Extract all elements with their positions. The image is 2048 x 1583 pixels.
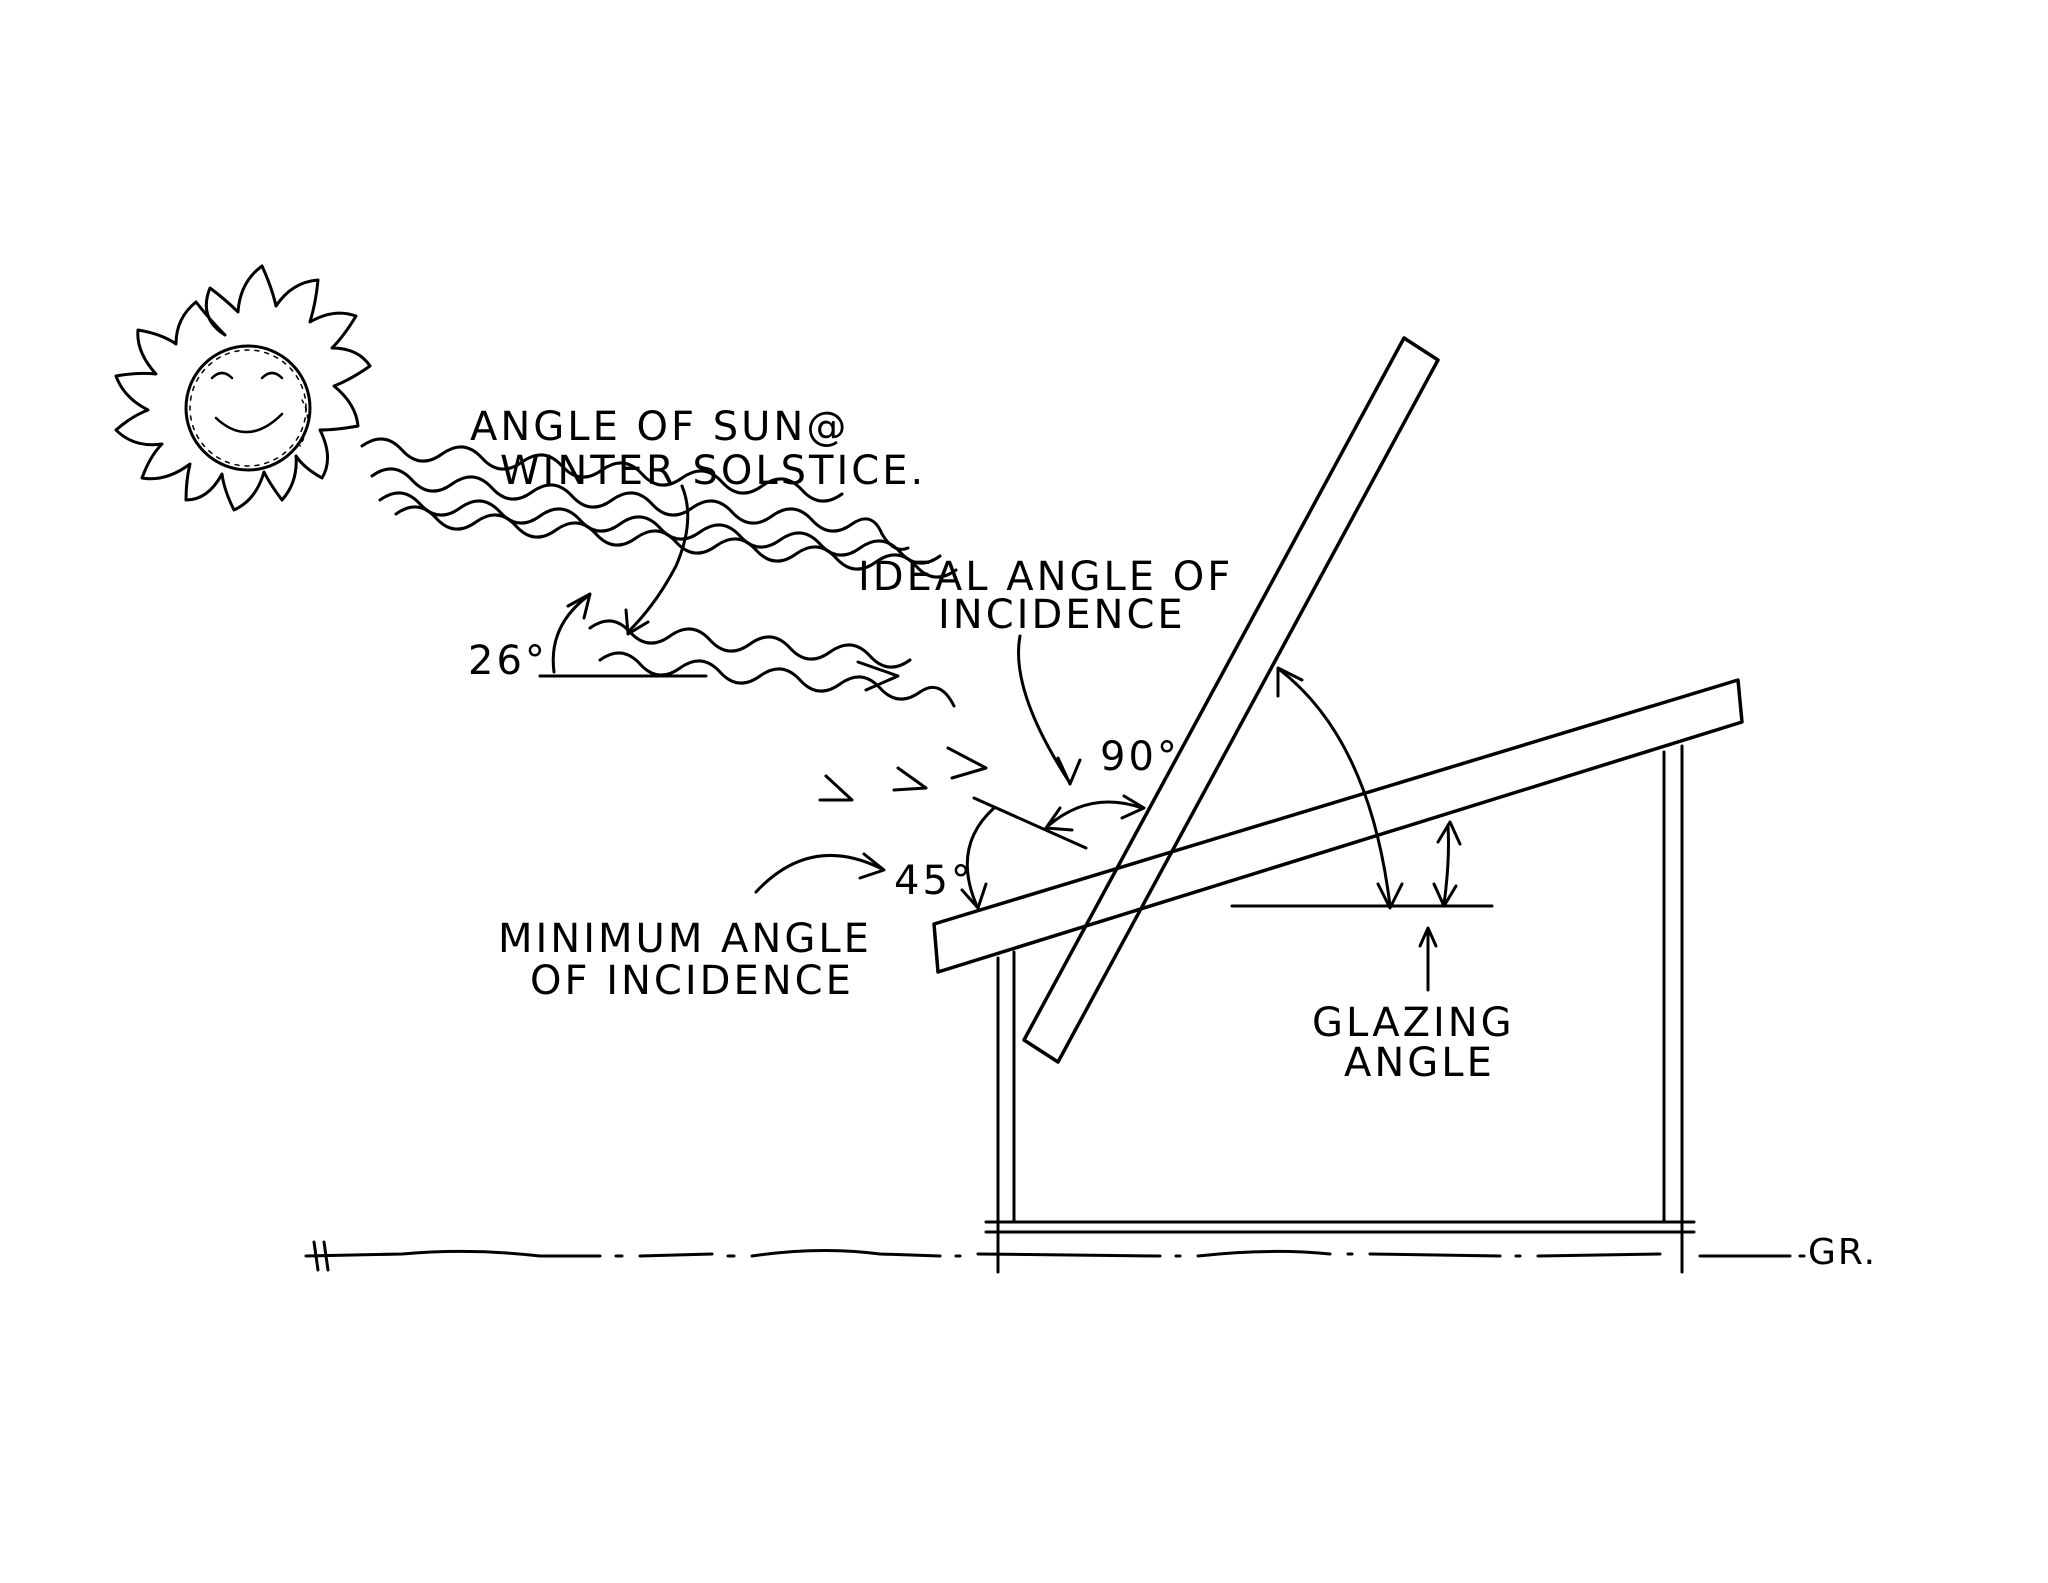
sun-angle-indicator: 26° <box>468 484 708 684</box>
ground-tick-2 <box>322 1240 330 1272</box>
ideal-angle-label-line1: IDEAL ANGLE OF <box>858 554 1233 600</box>
ideal-label-leader <box>1017 634 1070 782</box>
glazing-panel-angle-arrow-bottom <box>1376 882 1404 910</box>
ray-3 <box>378 491 942 565</box>
glazing-angle-label-line1: GLAZING <box>1312 1000 1515 1046</box>
glazing-angle-label-line2: ANGLE <box>1344 1040 1495 1086</box>
sun-smile <box>214 412 284 434</box>
roof <box>932 678 1744 974</box>
minimum-angle-label-line1: MINIMUM ANGLE <box>498 916 872 962</box>
ideal-angle-arrow-left <box>1044 806 1074 832</box>
minimum-angle-value: 45° <box>894 858 974 904</box>
sun-eye-left <box>210 371 234 380</box>
ideal-angle-indicator: 90° <box>1017 634 1180 832</box>
minimum-angle-arrow <box>960 882 988 910</box>
sun-angle-value: 26° <box>468 638 548 684</box>
sun-icon <box>114 264 372 512</box>
ray-5 <box>588 619 912 669</box>
ray-4 <box>394 505 958 579</box>
roof-angle-arrow-bottom <box>1432 882 1458 908</box>
ideal-angle-value: 90° <box>1100 734 1180 780</box>
building-walls <box>984 744 1696 1274</box>
roof-angle-arc <box>1442 824 1450 906</box>
minimum-angle-arc <box>965 806 996 906</box>
glazing-panel-outline <box>1022 336 1440 1064</box>
roof-outline <box>932 678 1744 974</box>
ground-line <box>304 1240 1806 1272</box>
glazing-angle-indicator <box>1230 666 1494 992</box>
ray-arrow-1 <box>856 660 900 692</box>
ray-arrow-2 <box>946 746 988 780</box>
ideal-angle-label-line2: INCIDENCE <box>938 592 1186 638</box>
ideal-angle-arrow-right <box>1120 794 1146 820</box>
sun-face-circle <box>184 344 312 472</box>
sun-label-leader-arrow <box>624 608 650 636</box>
sun-shading <box>299 399 309 447</box>
sun-angle-label-line1: ANGLE OF SUN@ <box>470 404 849 450</box>
ideal-label-leader-arrow <box>1056 756 1082 786</box>
ground-tick-1 <box>312 1240 320 1272</box>
sun-rays-outline <box>114 264 372 512</box>
glazing-panel-angle-arc <box>1278 668 1392 908</box>
minimum-angle-indicator: 45° <box>754 796 1088 910</box>
ground-line-path <box>304 1248 1806 1258</box>
ray-arrow-3 <box>892 766 928 792</box>
sun-angle-label-line2: WINTER SOLSTICE. <box>500 448 926 494</box>
ray-6 <box>598 651 956 708</box>
ray-1 <box>360 437 844 503</box>
ray-arrow-4 <box>818 774 854 802</box>
minimum-angle-label-line2: OF INCIDENCE <box>530 958 854 1004</box>
sun-angle-arrow <box>566 592 592 620</box>
glazing-panel-angle-arrow-top <box>1276 666 1304 698</box>
glazing-panel <box>1022 336 1440 1064</box>
artist-signature: GR. <box>1808 1232 1877 1273</box>
minimum-reference-line <box>972 796 1088 850</box>
roof-angle-arrow-top <box>1436 820 1462 846</box>
ray-2 <box>370 467 910 551</box>
sun-label-leader <box>628 484 690 632</box>
sun-face-inner <box>189 349 307 467</box>
minimum-label-leader <box>754 853 882 894</box>
minimum-label-leader-arrow <box>858 852 886 880</box>
ideal-angle-arc <box>1046 800 1144 828</box>
sun-angle-arc <box>551 594 590 674</box>
sun-eye-right <box>260 371 284 380</box>
glazing-label-leader-arrow <box>1418 926 1438 948</box>
